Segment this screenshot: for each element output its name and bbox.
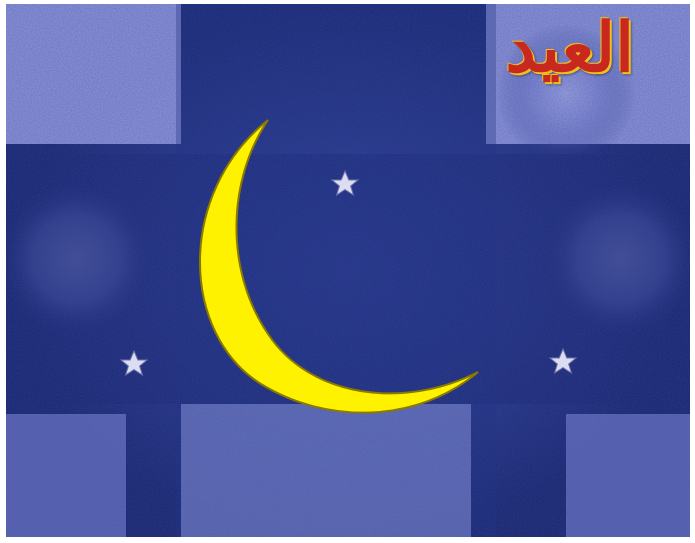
star-icon [548, 347, 578, 375]
star-icon [119, 349, 149, 377]
card-scene: العيد [6, 4, 690, 537]
background-art [6, 4, 690, 537]
eid-title: العيد [505, 8, 634, 88]
star-icon [330, 169, 360, 197]
crescent-moon-icon [199, 119, 479, 414]
